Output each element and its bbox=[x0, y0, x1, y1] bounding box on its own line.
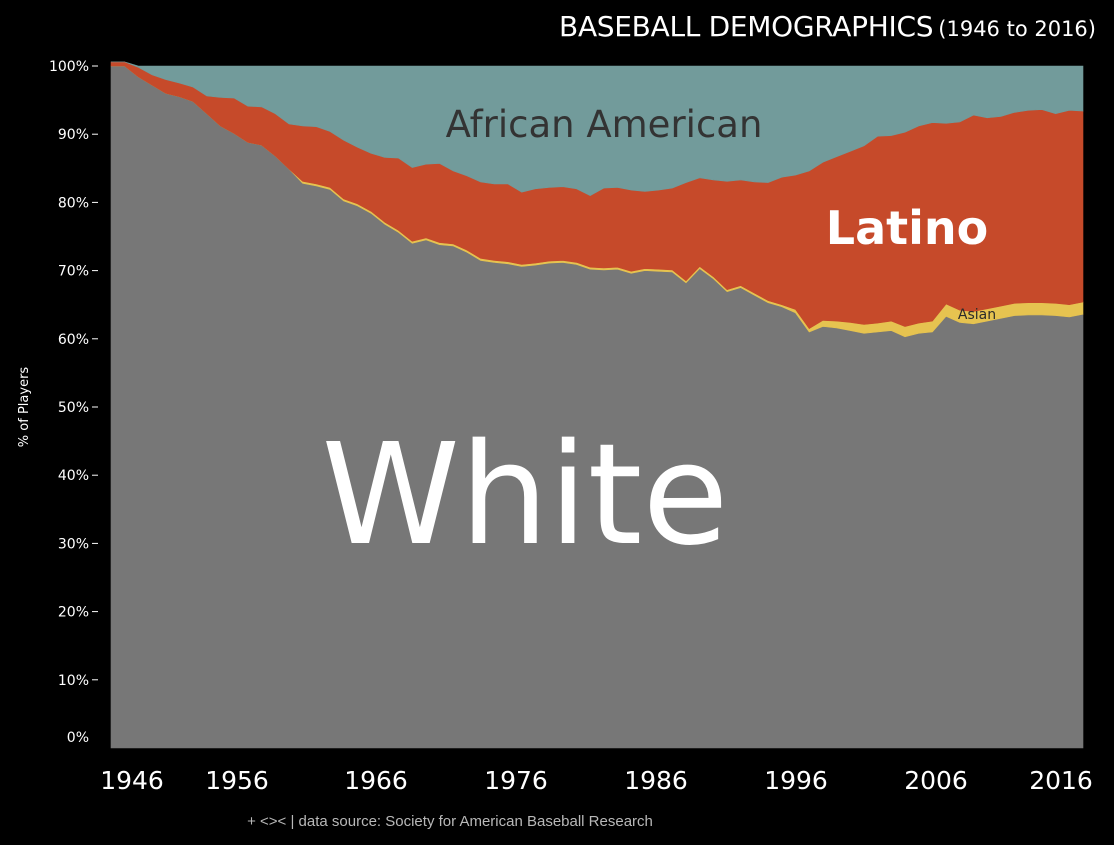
y-axis: 0% 10% 20% 30% 40% 50% 60% 70% 80% 90% 100% bbox=[49, 59, 98, 746]
y-tick-label: 70% bbox=[58, 264, 89, 280]
chart-title-sub: (1946 to 2016) bbox=[938, 17, 1096, 41]
y-tick-label: 100% bbox=[49, 59, 89, 75]
series-label-african-american: African American bbox=[446, 103, 763, 146]
y-tick-label: 40% bbox=[58, 468, 89, 484]
x-tick-label: 1996 bbox=[764, 766, 828, 795]
x-tick-label: 1966 bbox=[344, 766, 408, 795]
y-tick-label: 0% bbox=[67, 730, 89, 746]
stacked-area-chart: 0%10%20%30%40%50%60%70%80%90%100% 1946 19… bbox=[17, 59, 1093, 795]
y-tick-label: 90% bbox=[58, 127, 89, 143]
x-tick-label: 1956 bbox=[205, 766, 269, 795]
x-tick-label: 1946 bbox=[100, 766, 164, 795]
y-tick-label: 30% bbox=[58, 536, 89, 552]
x-tick-label: 2006 bbox=[904, 766, 968, 795]
x-tick-label: 1976 bbox=[484, 766, 548, 795]
series-label-asian: Asian bbox=[958, 307, 996, 323]
y-tick-label: 80% bbox=[58, 195, 89, 211]
chart-title: BASEBALL DEMOGRAPHICS (1946 to 2016) bbox=[559, 10, 1096, 43]
area-african-american bbox=[111, 61, 1084, 196]
x-tick-label: 1986 bbox=[624, 766, 688, 795]
source-footer: + <>< | data source: Society for America… bbox=[247, 813, 653, 830]
y-tick-label: 20% bbox=[58, 605, 89, 621]
series-labels: African American Latino Asian White bbox=[321, 103, 996, 577]
chart-title-main: BASEBALL DEMOGRAPHICS bbox=[559, 10, 934, 43]
x-axis: 1946 1956 1966 1976 1986 1996 2006 2016 bbox=[100, 766, 1093, 795]
x-tick-label: 2016 bbox=[1029, 766, 1093, 795]
area-layer bbox=[110, 61, 1084, 749]
y-tick-label: 60% bbox=[58, 332, 89, 348]
series-label-white: White bbox=[321, 414, 728, 577]
y-tick-label: 10% bbox=[58, 673, 89, 689]
series-label-latino: Latino bbox=[826, 201, 988, 255]
y-axis-label: % of Players bbox=[17, 367, 32, 448]
y-tick-label: 50% bbox=[58, 400, 89, 416]
